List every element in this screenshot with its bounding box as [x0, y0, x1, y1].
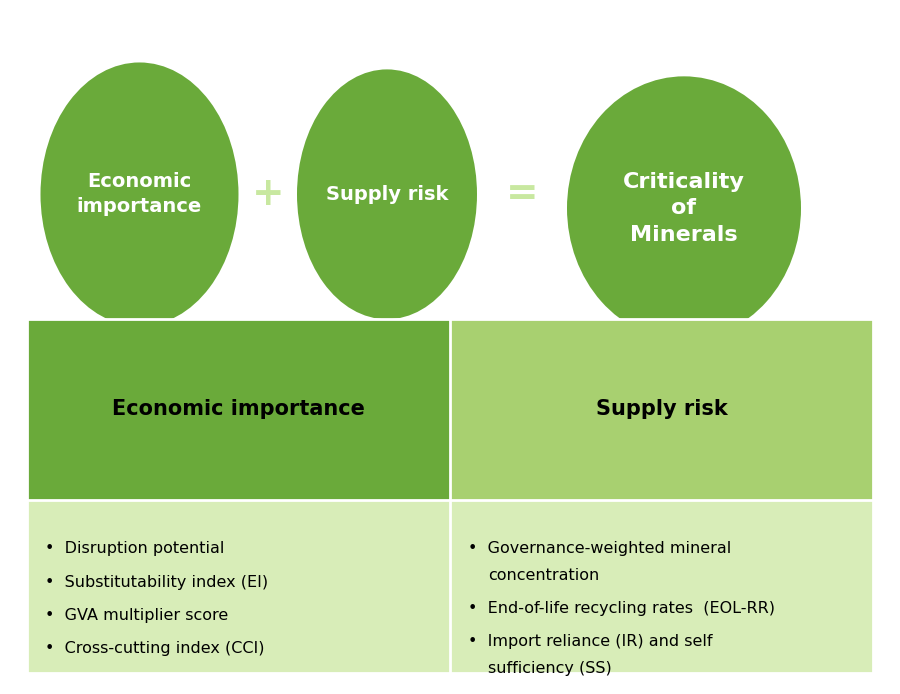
Text: Supply risk: Supply risk	[596, 400, 727, 419]
FancyBboxPatch shape	[450, 500, 873, 673]
Text: •  Cross-cutting index (CCI): • Cross-cutting index (CCI)	[45, 641, 265, 657]
Text: Economic importance: Economic importance	[112, 400, 364, 419]
Text: Economic
importance: Economic importance	[76, 172, 202, 217]
Text: •  Governance-weighted mineral: • Governance-weighted mineral	[468, 541, 731, 557]
FancyBboxPatch shape	[450, 319, 873, 500]
Text: Criticality
of
Minerals: Criticality of Minerals	[623, 172, 745, 244]
Ellipse shape	[297, 69, 477, 319]
Text: concentration: concentration	[488, 568, 599, 583]
Ellipse shape	[40, 62, 239, 326]
Text: •  Import reliance (IR) and self: • Import reliance (IR) and self	[468, 634, 713, 650]
Text: =: =	[506, 176, 538, 213]
Text: +: +	[251, 176, 284, 213]
Text: •  End-of-life recycling rates  (EOL-RR): • End-of-life recycling rates (EOL-RR)	[468, 601, 775, 616]
Text: •  GVA multiplier score: • GVA multiplier score	[45, 608, 229, 623]
Text: Supply risk: Supply risk	[326, 185, 448, 204]
Ellipse shape	[567, 76, 801, 340]
FancyBboxPatch shape	[27, 500, 450, 673]
Text: •  Disruption potential: • Disruption potential	[45, 541, 224, 557]
Text: •  Substitutability index (EI): • Substitutability index (EI)	[45, 575, 268, 590]
Text: sufficiency (SS): sufficiency (SS)	[488, 661, 612, 676]
FancyBboxPatch shape	[27, 319, 450, 500]
